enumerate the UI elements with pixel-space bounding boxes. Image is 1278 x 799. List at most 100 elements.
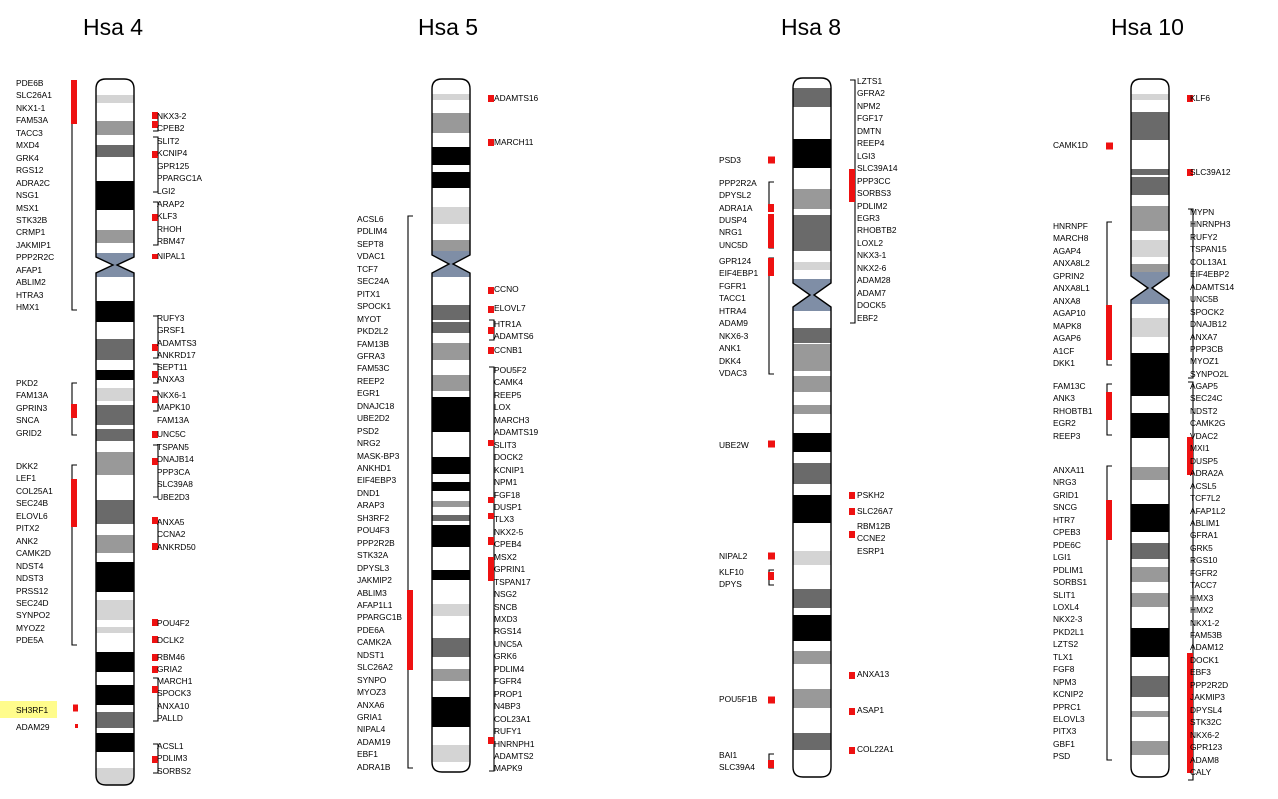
gene-label: FAM53C <box>357 363 390 374</box>
hsa4-bands <box>96 95 134 785</box>
hsa10-region-mark <box>1187 169 1193 176</box>
gene-label: POU4F2 <box>157 618 190 628</box>
gene-label: PPP2R2A <box>719 178 757 188</box>
gene-label: UNC5B <box>1190 294 1219 305</box>
gene-label: GRK5 <box>1190 542 1213 553</box>
hsa5-band <box>432 697 470 727</box>
gene-label: PRSS12 <box>16 585 49 596</box>
hsa8-region-mark <box>849 169 855 202</box>
hsa5-band <box>432 113 470 133</box>
gene-label: FAM13A <box>157 414 190 425</box>
hsa10-centromere <box>1131 272 1169 304</box>
hsa4-band <box>96 405 134 425</box>
gene-label: SLC39A14 <box>857 163 898 174</box>
gene-label: NSG2 <box>494 589 517 600</box>
gene-label: AFAP1L2 <box>1190 505 1226 516</box>
gene-label: EIF4EBP2 <box>1190 269 1230 280</box>
gene-label: A1CF <box>1053 345 1075 356</box>
hsa5-band <box>432 375 470 391</box>
gene-label: NKX2-6 <box>857 262 887 273</box>
gene-label: DPYSL2 <box>719 190 752 201</box>
gene-label: ANXA6 <box>357 699 385 710</box>
gene-label: ACSL6 <box>357 214 384 224</box>
hsa4-region-mark <box>152 686 158 693</box>
gene-label: NKX3-1 <box>857 250 887 261</box>
gene-label: POU5F2 <box>494 365 527 375</box>
hsa10-region-mark <box>1106 500 1112 540</box>
hsa10-region-mark <box>1106 142 1113 150</box>
hsa4-region-mark <box>152 371 158 378</box>
gene-label: PDE6A <box>357 624 385 635</box>
hsa8-region-mark <box>768 204 774 212</box>
hsa4-region-mark <box>152 112 158 119</box>
gene-label: CPEB2 <box>157 123 185 134</box>
gene-label: EBF3 <box>1190 667 1211 678</box>
gene-label: NKX3-2 <box>157 111 187 121</box>
hsa4-band <box>96 733 134 752</box>
hsa4-band <box>96 370 134 380</box>
hsa8-region-mark <box>849 708 855 715</box>
gene-label: SPOCK1 <box>357 301 391 312</box>
gene-label: ELOVL7 <box>494 303 526 313</box>
gene-label: MYOZ1 <box>1190 356 1219 367</box>
gene-label: DOCK1 <box>1190 654 1219 665</box>
gene-label: NKX2-3 <box>1053 614 1083 625</box>
hsa4-band <box>96 230 134 243</box>
gene-label: COL22A1 <box>857 744 894 754</box>
gene-label: ARAP2 <box>157 199 185 209</box>
gene-label: GBF1 <box>1053 738 1075 749</box>
gene-label: PALLD <box>157 713 183 724</box>
gene-label: FGFR1 <box>719 280 747 291</box>
hsa4-band <box>96 301 134 322</box>
gene-label: TACC1 <box>719 293 746 304</box>
gene-label: PPP2R2D <box>1190 679 1229 690</box>
gene-label: NKX6-3 <box>719 330 749 341</box>
hsa8-band <box>793 88 831 107</box>
gene-label: VDAC3 <box>719 368 747 379</box>
gene-label: PPP3CC <box>857 175 891 186</box>
gene-label: TLX1 <box>1053 651 1074 662</box>
hsa10-band <box>1131 593 1169 607</box>
gene-label: ANXA11 <box>1053 465 1085 475</box>
gene-label: DKK2 <box>16 461 38 471</box>
gene-label: GFRA1 <box>1190 530 1218 541</box>
title-hsa5: Hsa 5 <box>418 14 479 40</box>
gene-label: UBE2D2 <box>357 413 390 424</box>
gene-label: MARCH1 <box>157 676 193 686</box>
gene-label: TSPAN17 <box>494 576 531 587</box>
gene-label: LZTS1 <box>857 76 883 86</box>
gene-label: SLC26A7 <box>857 506 893 516</box>
gene-label: VDAC2 <box>1190 430 1218 441</box>
gene-label: HTR7 <box>1053 514 1075 525</box>
hsa4-region-mark <box>73 704 78 712</box>
gene-label: SLC26A2 <box>357 662 393 673</box>
gene-label: LGI3 <box>857 150 876 161</box>
gene-label: LGI2 <box>157 185 176 196</box>
gene-label: MXI1 <box>1190 443 1210 454</box>
gene-label: NKX6-2 <box>1190 729 1220 740</box>
gene-label: SH3RF2 <box>357 512 390 523</box>
gene-label: COL25A1 <box>16 485 53 496</box>
hsa4-bracket-right <box>153 315 159 359</box>
gene-label: NKX1-1 <box>16 102 46 113</box>
hsa8-region-mark <box>849 531 855 538</box>
gene-label: TCF7L2 <box>1190 493 1221 504</box>
gene-label: DKK1 <box>1053 357 1075 368</box>
hsa8-region-mark <box>768 552 775 560</box>
gene-label: CAMK2D <box>16 548 51 559</box>
gene-label: DCLK2 <box>157 635 184 645</box>
gene-label: ADAMTS19 <box>494 427 539 438</box>
hsa4-band <box>96 562 134 592</box>
hsa5-region-mark <box>488 513 494 519</box>
gene-label: LOXL4 <box>1053 601 1080 612</box>
hsa8-band <box>793 689 831 708</box>
gene-label: NPM2 <box>857 100 881 111</box>
hsa4-region-mark <box>71 80 77 124</box>
gene-label: ESRP1 <box>857 545 885 556</box>
hsa8-region-mark <box>768 440 775 448</box>
hsa10-band <box>1131 543 1169 559</box>
hsa5-band <box>432 147 470 165</box>
gene-label: ANXA8 <box>1053 295 1081 306</box>
